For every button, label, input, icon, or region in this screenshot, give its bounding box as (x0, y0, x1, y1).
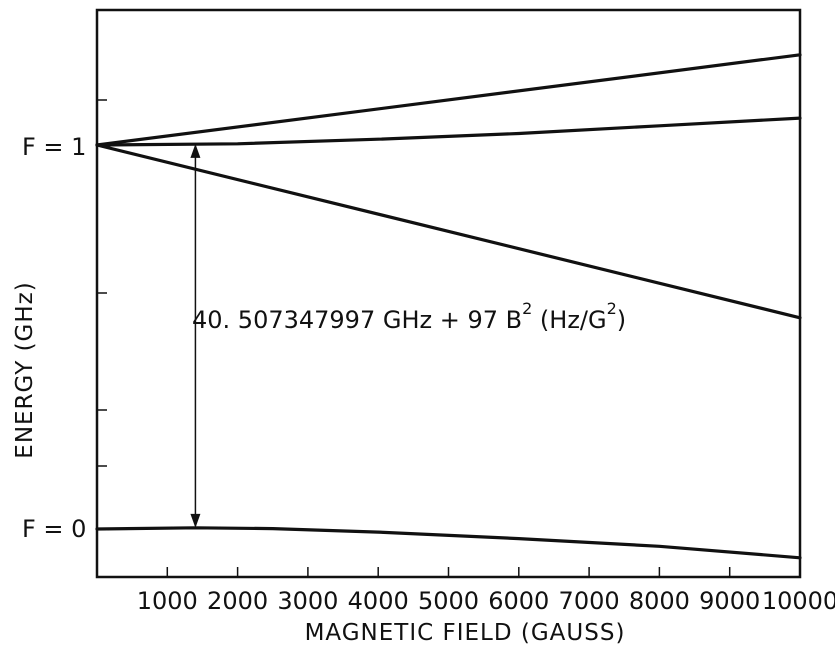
annotation-end-text: ) (617, 306, 626, 334)
annotation-mid-text: (Hz/G (532, 306, 606, 334)
x-tick-label: 6000 (488, 587, 549, 615)
x-axis-title: MAGNETIC FIELD (GAUSS) (305, 620, 626, 646)
x-tick-label: 9000 (699, 587, 760, 615)
energy-curve-2 (95, 116, 802, 147)
y-axis-title: ENERGY (GHz) (12, 281, 38, 458)
transition-annotation: 40. 507347997 GHz + 97 B2 (Hz/G2) (192, 299, 626, 334)
transition-arrow (190, 143, 201, 528)
energy-curve-4 (95, 526, 802, 560)
y-axis-ticks (97, 99, 109, 530)
x-tick-label: 2000 (207, 587, 268, 615)
energy-curves (95, 53, 802, 560)
y-tick-label-f1: F = 1 (22, 133, 86, 161)
x-tick-label: 8000 (629, 587, 690, 615)
annotation-superscript-1: 2 (522, 299, 532, 318)
x-tick-label: 3000 (277, 587, 338, 615)
x-tick-label: 1000 (137, 587, 198, 615)
x-tick-label: 10000 (762, 587, 835, 615)
x-tick-label: 5000 (418, 587, 479, 615)
arrow-head-top (190, 143, 201, 158)
annotation-main-text: 40. 507347997 GHz + 97 B (192, 306, 522, 334)
x-tick-label: 4000 (348, 587, 409, 615)
x-axis-tick-labels: 1000 2000 3000 4000 5000 6000 7000 8000 9000 1000… (137, 587, 835, 615)
x-axis-ticks (166, 567, 801, 577)
energy-curve-1 (95, 53, 802, 147)
y-tick-label-f0: F = 0 (22, 515, 86, 543)
arrow-head-bottom (190, 513, 201, 528)
annotation-superscript-2: 2 (607, 299, 617, 318)
x-tick-label: 7000 (559, 587, 620, 615)
energy-curve-3 (95, 143, 802, 320)
